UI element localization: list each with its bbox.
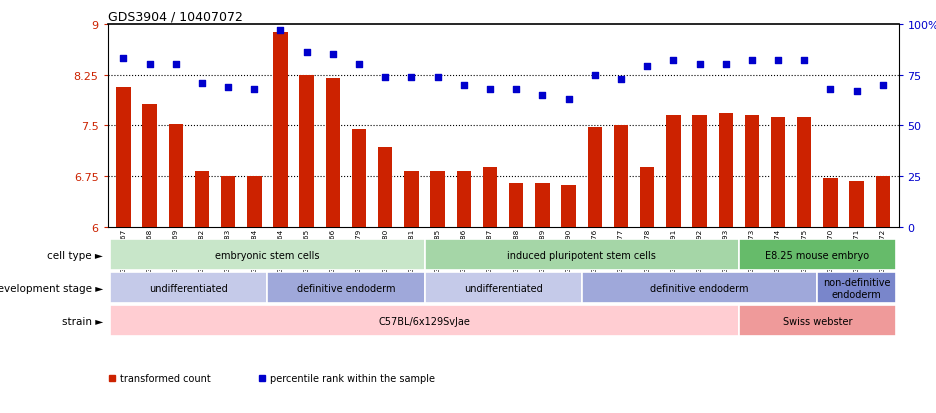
Text: undifferentiated: undifferentiated [150,283,228,293]
Bar [797,118,812,227]
Text: definitive endoderm: definitive endoderm [651,283,749,293]
Bar [739,306,896,337]
Text: development stage ►: development stage ► [0,283,103,293]
Text: C57BL/6x129SvJae: C57BL/6x129SvJae [378,316,471,326]
Point [483,86,498,93]
Bar [876,177,890,227]
Text: cell type ►: cell type ► [47,250,103,260]
Bar [581,273,817,304]
Point [823,86,838,93]
Point [326,52,341,59]
Bar [168,125,183,227]
Bar [110,240,425,271]
Point [692,62,707,69]
Bar [404,172,418,227]
Bar [614,126,628,227]
Text: non-definitive
endoderm: non-definitive endoderm [823,277,890,299]
Bar [535,183,549,227]
Point [587,72,602,78]
Point [221,84,236,91]
Bar [745,116,759,227]
Bar [268,273,425,304]
Point [718,62,733,69]
Bar [378,147,392,227]
Bar [588,128,602,227]
Point [404,74,419,81]
Text: undifferentiated: undifferentiated [463,283,543,293]
Text: transformed count: transformed count [120,373,211,383]
Point [168,62,183,69]
Point [613,76,628,83]
Point [431,74,446,81]
Text: induced pluripotent stem cells: induced pluripotent stem cells [507,250,656,260]
Bar [666,116,680,227]
Point [639,64,654,71]
Point [508,86,523,93]
Bar [425,273,581,304]
Point [744,58,759,64]
Point [195,80,210,87]
Bar [693,116,707,227]
Bar [850,181,864,227]
Bar [273,33,287,227]
Bar [640,168,654,227]
Bar [247,177,261,227]
Point [457,82,472,89]
Bar [817,273,896,304]
Point [534,92,549,99]
Text: embryonic stem cells: embryonic stem cells [215,250,320,260]
Point [665,58,680,64]
Bar [509,183,523,227]
Bar [300,75,314,227]
Bar [425,240,739,271]
Point [300,50,314,57]
Text: definitive endoderm: definitive endoderm [297,283,395,293]
Bar [739,240,896,271]
Bar [483,168,497,227]
Bar [221,177,235,227]
Point [273,28,288,34]
Bar [142,104,156,227]
Point [378,74,393,81]
Point [561,96,576,103]
Point [352,62,367,69]
Point [849,88,864,95]
Bar [431,172,445,227]
Text: GDS3904 / 10407072: GDS3904 / 10407072 [108,11,242,24]
Bar [326,79,340,227]
Text: E8.25 mouse embryo: E8.25 mouse embryo [766,250,870,260]
Bar [110,306,739,337]
Bar [824,178,838,227]
Point [875,82,890,89]
Bar [771,118,785,227]
Text: percentile rank within the sample: percentile rank within the sample [270,373,435,383]
Point [770,58,785,64]
Bar [116,88,130,227]
Bar [562,185,576,227]
Bar [719,114,733,227]
Point [247,86,262,93]
Bar [110,273,268,304]
Bar [457,172,471,227]
Text: strain ►: strain ► [62,316,103,326]
Bar [352,129,366,227]
Point [116,56,131,62]
Bar [195,172,209,227]
Point [142,62,157,69]
Point [797,58,812,64]
Text: Swiss webster: Swiss webster [782,316,852,326]
